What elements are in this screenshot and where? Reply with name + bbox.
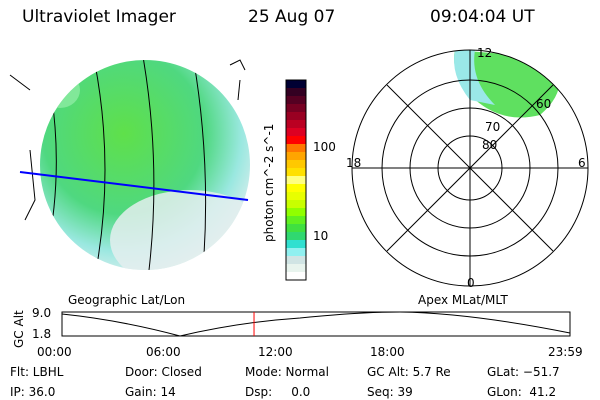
filter-status: Flt: LBHL — [10, 365, 64, 379]
mlat-60: 60 — [536, 97, 552, 111]
mlt-12: 12 — [477, 46, 493, 60]
colorbar-band — [286, 208, 306, 217]
colorbar-tick-10: 10 — [313, 229, 329, 243]
mlat-80: 80 — [482, 138, 498, 152]
colorbar-band — [286, 200, 306, 209]
colorbar-band — [286, 136, 306, 145]
colorbar-band — [286, 184, 306, 193]
colorbar-band — [286, 168, 306, 177]
mode-status: Mode: Normal — [245, 365, 329, 379]
seq-status: Seq: 39 — [367, 385, 413, 399]
colorbar-band — [286, 232, 306, 241]
date-label: 25 Aug 07 — [248, 7, 336, 27]
dsp-status: Dsp: 0.0 — [245, 385, 311, 399]
altitude-timeline — [61, 311, 571, 337]
colorbar-band — [286, 104, 306, 113]
colorbar-band — [286, 144, 306, 153]
colorbar-tick-100: 100 — [313, 140, 336, 154]
x-tick: 23:59 — [548, 345, 583, 359]
colorbar-band — [286, 272, 306, 281]
door-status: Door: Closed — [125, 365, 202, 379]
colorbar-band — [286, 160, 306, 169]
colorbar-band — [286, 88, 306, 97]
x-tick: 00:00 — [37, 345, 72, 359]
glon-status: GLon: 41.2 — [487, 385, 557, 399]
colorbar-band — [286, 216, 306, 225]
gc-alt-status: GC Alt: 5.7 Re — [367, 365, 451, 379]
colorbar-band — [286, 240, 306, 249]
colorbar-band — [286, 248, 306, 257]
colorbar-band — [286, 112, 306, 121]
polar-plot — [351, 49, 589, 287]
apex-label: Apex MLat/MLT — [418, 293, 508, 307]
x-tick: 18:00 — [370, 345, 405, 359]
mlat-70: 70 — [485, 120, 501, 134]
time-label: 09:04:04 UT — [430, 7, 535, 27]
x-tick: 12:00 — [258, 345, 293, 359]
colorbar-band — [286, 96, 306, 105]
mlt-18: 18 — [346, 156, 362, 170]
colorbar — [286, 80, 306, 281]
geographic-label: Geographic Lat/Lon — [68, 293, 186, 307]
colorbar-band — [286, 120, 306, 129]
colorbar-band — [286, 80, 306, 89]
orbit-track — [19, 171, 249, 201]
x-tick: 06:00 — [146, 345, 181, 359]
gc-alt-axis-label: GC Alt — [12, 310, 26, 348]
y-tick-1.8: 1.8 — [32, 327, 52, 341]
colorbar-band — [286, 256, 306, 265]
mlt-6: 6 — [578, 156, 586, 170]
colorbar-band — [286, 128, 306, 137]
glat-status: GLat: −51.7 — [487, 365, 560, 379]
colorbar-band — [286, 152, 306, 161]
colorbar-band — [286, 224, 306, 233]
colorbar-band — [286, 176, 306, 185]
colorbar-band — [286, 264, 306, 273]
instrument-title: Ultraviolet Imager — [22, 7, 176, 27]
earth-image — [9, 59, 250, 270]
mlt-0: 0 — [467, 276, 475, 290]
ip-status: IP: 36.0 — [10, 385, 56, 399]
colorbar-label: photon cm^-2 s^-1 — [262, 123, 276, 242]
colorbar-band — [286, 192, 306, 201]
gain-status: Gain: 14 — [125, 385, 176, 399]
y-tick-9: 9.0 — [32, 306, 52, 320]
